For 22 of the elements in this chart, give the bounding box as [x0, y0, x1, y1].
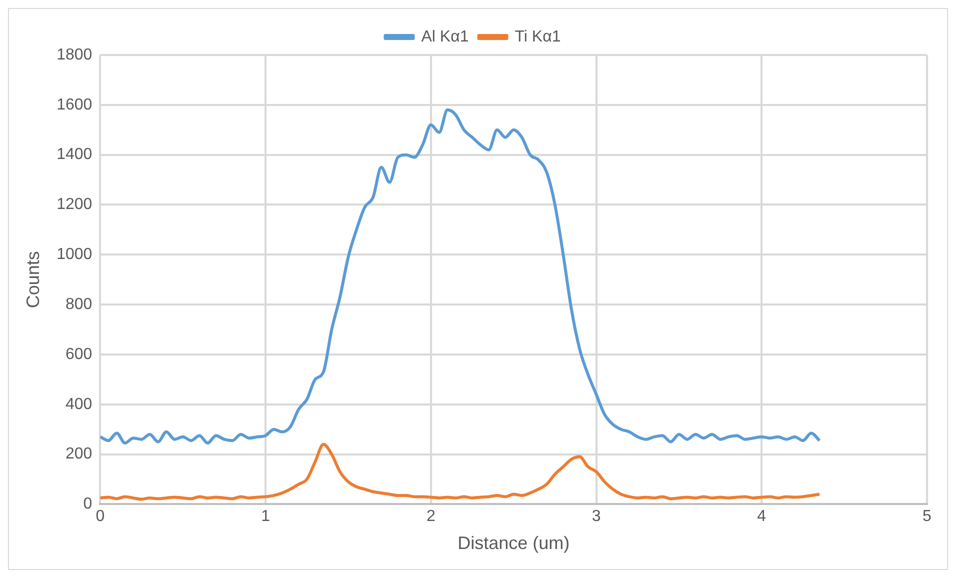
y-tick-label: 1400	[56, 146, 92, 164]
y-axis-title: Counts	[22, 251, 43, 308]
legend-label: Al Kα1	[421, 28, 469, 46]
line-series	[100, 442, 822, 501]
x-tick-label: 2	[426, 508, 436, 526]
x-tick-label: 3	[592, 508, 601, 526]
y-tick-label: 1600	[56, 96, 92, 114]
x-tick-label: 0	[96, 508, 105, 526]
x-tick-label: 5	[922, 508, 932, 526]
y-tick-label: 1000	[56, 246, 92, 264]
legend-label: Ti Kα1	[514, 28, 561, 46]
x-tick-label: 1	[261, 508, 270, 526]
y-tick-label: 1200	[56, 196, 92, 214]
y-tick-label: 400	[65, 396, 92, 413]
line-series	[100, 108, 822, 445]
y-tick-label: 800	[65, 296, 92, 313]
y-tick-label: 200	[65, 446, 92, 463]
y-tick-label: 600	[65, 346, 92, 363]
x-tick-label: 4	[757, 508, 766, 526]
x-axis-title: Distance (um)	[458, 533, 570, 554]
y-tick-label: 0	[83, 496, 92, 513]
y-tick-label: 1800	[56, 46, 92, 64]
